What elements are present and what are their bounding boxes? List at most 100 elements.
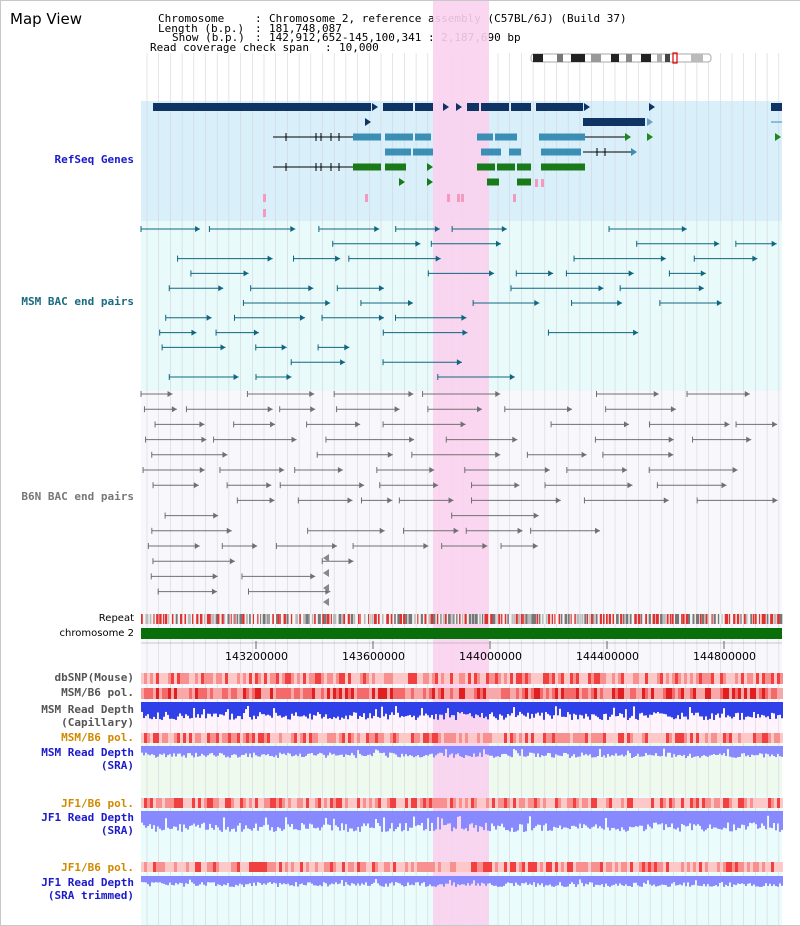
- jf1-depth-sra-bar: [371, 811, 373, 828]
- refseq-genes-track[interactable]: [153, 103, 782, 217]
- axis-tick-label: 143200000: [225, 650, 288, 663]
- heatmap-tracks[interactable]: [141, 673, 783, 872]
- jf1-depth-sra-bar: [725, 811, 727, 829]
- jf1-b6-pol-cell: [405, 798, 408, 808]
- chromosome-ideogram[interactable]: [530, 52, 712, 64]
- repeat-track[interactable]: [141, 614, 783, 624]
- jf1-depth-sra-bar: [557, 811, 559, 828]
- msm-b6-pol-2-label[interactable]: MSM/B6 pol.: [61, 731, 134, 744]
- jf1-b6-pol-2-label[interactable]: JF1/B6 pol.: [61, 861, 134, 874]
- msm-b6-pol-cell: [660, 688, 663, 699]
- msm-b6-pol-2-cell: [690, 733, 693, 743]
- jf1-depth-sra-bar: [637, 811, 639, 827]
- repeat-element: [215, 614, 218, 624]
- jf1-depth-trim-bar: [219, 876, 221, 885]
- msm-b6-pol-cell: [636, 688, 639, 699]
- msm-depth-sra-bar: [363, 746, 365, 756]
- repeat-element: [669, 614, 671, 624]
- jf1-depth-sra-label[interactable]: JF1 Read Depth: [41, 811, 134, 824]
- msm-depth-sra-bar: [631, 746, 633, 758]
- jf1-depth-trim-bar: [611, 876, 613, 886]
- jf1-b6-pol-2-cell: [282, 862, 285, 872]
- repeat-element: [408, 614, 412, 624]
- jf1-b6-pol-2-cell: [399, 862, 402, 872]
- jf1-depth-sra-bar: [257, 811, 259, 831]
- b6n-bac-pairs-track[interactable]: [140, 391, 778, 606]
- jf1-depth-trim-bar: [491, 876, 493, 886]
- msm-b6-pol-cell: [666, 688, 669, 699]
- repeat-element: [681, 614, 683, 624]
- msm-depth-cap-bar: [141, 702, 143, 712]
- jf1-depth-trim-bar: [597, 876, 599, 885]
- msm-depth-cap-bar: [415, 702, 417, 720]
- msm-b6-pol-track-label[interactable]: MSM/B6 pol.: [61, 686, 134, 699]
- jf1-depth-sra-bar: [339, 811, 341, 831]
- jf1-depth-sra-bar: [781, 811, 783, 830]
- jf1-depth-trim-bar: [351, 876, 353, 884]
- read-depth-tracks[interactable]: [141, 702, 783, 887]
- jf1-depth-trim-label[interactable]: JF1 Read Depth: [41, 876, 134, 889]
- repeat-element: [386, 614, 389, 624]
- msm-depth-sra-bar: [601, 746, 603, 757]
- msm-depth-cap-label[interactable]: MSM Read Depth: [41, 703, 134, 716]
- jf1-b6-pol-label[interactable]: JF1/B6 pol.: [61, 797, 134, 810]
- msm-b6-pol-cell: [174, 688, 177, 699]
- msm-depth-cap-bar: [353, 702, 355, 713]
- jf1-b6-pol-2-cell: [621, 862, 624, 872]
- dbsnp-cell: [768, 673, 771, 684]
- msm-depth-cap-bar: [273, 702, 275, 709]
- dbsnp-cell: [402, 673, 405, 684]
- msm-depth-cap-bar: [249, 702, 251, 718]
- refseq-track-label[interactable]: RefSeq Genes: [54, 153, 134, 166]
- msm-b6-pol-cell: [708, 688, 711, 699]
- msm-bac-track-label[interactable]: MSM BAC end pairs: [21, 295, 134, 308]
- jf1-b6-pol-cell: [657, 798, 660, 808]
- jf1-b6-pol-2-cell: [579, 862, 582, 872]
- msm-depth-cap-bar: [287, 702, 289, 720]
- b6n-bac-track-label[interactable]: B6N BAC end pairs: [21, 490, 134, 503]
- repeat-element: [490, 614, 494, 624]
- dbsnp-cell: [192, 673, 195, 684]
- msm-depth-cap-bar: [333, 702, 335, 718]
- msm-depth-sra-label[interactable]: MSM Read Depth: [41, 746, 134, 759]
- selected-region-highlight[interactable]: [433, 1, 489, 925]
- jf1-depth-trim-bar: [561, 876, 563, 886]
- jf1-depth-trim-bar: [737, 876, 739, 884]
- repeat-element: [326, 614, 330, 624]
- jf1-b6-pol-cell: [570, 798, 573, 808]
- msm-b6-pol-2-cell: [219, 733, 222, 743]
- jf1-depth-sra-bar: [615, 811, 617, 830]
- jf1-depth-sra-bar: [763, 811, 765, 826]
- dbsnp-cell: [414, 673, 417, 684]
- jf1-depth-trim-bar: [645, 876, 647, 884]
- msm-bac-pairs-track[interactable]: [140, 226, 777, 380]
- jf1-depth-trim-bar: [477, 876, 479, 884]
- msm-depth-cap-bar: [195, 702, 197, 718]
- jf1-b6-pol-2-cell: [543, 862, 546, 872]
- msm-depth-cap-bar: [683, 702, 685, 717]
- jf1-depth-trim-bar: [679, 876, 681, 885]
- chromosome-bar[interactable]: [141, 628, 782, 639]
- msm-b6-pol-2-cell: [150, 733, 153, 743]
- repeat-element: [515, 614, 519, 624]
- jf1-depth-trim-bar: [701, 876, 703, 887]
- b6n-bac-pair-arrow: [581, 451, 587, 458]
- jf1-b6-pol-2-cell: [726, 862, 729, 872]
- msm-depth-cap-bar: [691, 702, 693, 713]
- msm-depth-cap-bar: [773, 702, 775, 714]
- jf1-b6-pol-2-cell: [732, 862, 735, 872]
- jf1-b6-pol-cell: [276, 798, 279, 808]
- jf1-b6-pol-2-cell: [600, 862, 603, 872]
- gene-pseudo-marker: [461, 194, 464, 202]
- msm-b6-pol-2-cell: [630, 733, 633, 743]
- msm-b6-pol-2-cell: [558, 733, 561, 743]
- msm-depth-cap-bar: [687, 702, 689, 720]
- msm-b6-pol-2-cell: [141, 733, 144, 743]
- msm-depth-cap-bar: [293, 702, 295, 716]
- jf1-depth-trim-bar: [499, 876, 501, 887]
- jf1-b6-pol-cell: [459, 798, 462, 808]
- msm-depth-cap-bar: [743, 702, 745, 720]
- dbsnp-track-label[interactable]: dbSNP(Mouse): [54, 671, 134, 684]
- msm-depth-cap-bar: [325, 702, 327, 715]
